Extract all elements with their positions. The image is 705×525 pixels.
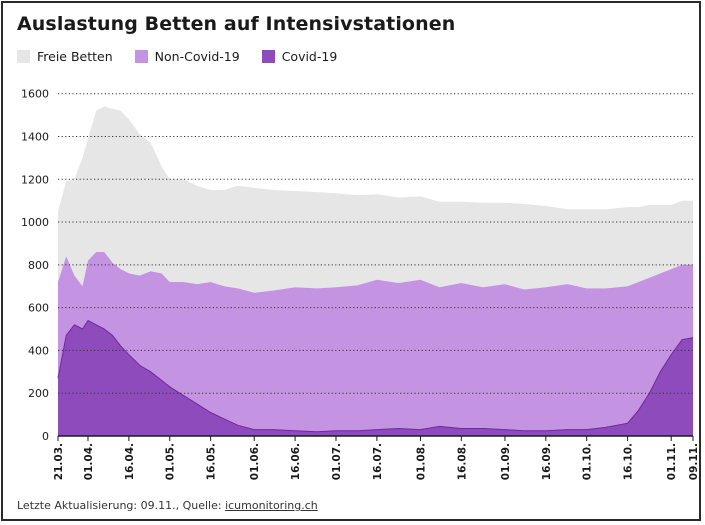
x-tick-label-14: 16.10. (623, 443, 635, 480)
x-tick-label-0: 21.03. (53, 443, 65, 480)
legend-item-non-covid: Non-Covid-19 (134, 49, 240, 64)
y-tick-label-600: 600 (28, 302, 49, 315)
y-tick-label-1400: 1400 (21, 130, 49, 143)
legend-label-non-covid: Non-Covid-19 (154, 49, 240, 64)
y-tick-label-1000: 1000 (21, 216, 49, 229)
x-tick-label-12: 16.09. (541, 443, 553, 480)
area-chart: 0 200 400 600 800 1000 1200 1400 1600 21.03. 01.04… (21, 88, 700, 481)
legend: Freie Betten Non-Covid-19 Covid-19 (17, 49, 359, 64)
x-tick-label-13: 01.10. (582, 443, 594, 480)
legend-swatch-non-covid (134, 50, 148, 63)
area-series-non-covid-19 (58, 252, 693, 432)
y-tick-label-200: 200 (28, 387, 49, 400)
y-tick-label-800: 800 (28, 259, 49, 272)
y-tick-label-0: 0 (42, 430, 49, 443)
area-series-covid-19 (58, 320, 693, 436)
x-tick-label-8: 16.07. (372, 443, 384, 480)
legend-swatch-covid (261, 50, 275, 63)
legend-label-freie-betten: Freie Betten (37, 49, 113, 64)
x-tick-label-9: 01.08. (415, 443, 427, 480)
area-series-freie-betten (58, 106, 693, 293)
legend-label-covid: Covid-19 (281, 49, 338, 64)
source-link[interactable]: icumonitoring.ch (225, 499, 318, 512)
x-tick-label-7: 01.07. (331, 443, 343, 480)
x-tick-label-11: 01.09. (500, 443, 512, 480)
x-tick-label-6: 16.06. (290, 443, 302, 480)
x-tick-label-15: 01.11. (666, 443, 678, 480)
x-tick-label-10: 16.08. (456, 443, 468, 480)
y-tick-label-1600: 1600 (21, 88, 49, 101)
footer: Letzte Aktualisierung: 09.11., Quelle: i… (17, 499, 318, 512)
chart-title: Auslastung Betten auf Intensivstationen (17, 13, 456, 35)
legend-item-freie-betten: Freie Betten (17, 49, 113, 64)
x-tick-label-4: 16.05. (206, 443, 218, 480)
legend-swatch-freie-betten (17, 50, 30, 63)
x-tick-label-1: 01.04. (83, 443, 95, 480)
x-tick-label-16: 09.11. (688, 443, 700, 480)
line-series-covid-19 (57, 319, 694, 433)
legend-item-covid: Covid-19 (261, 49, 338, 64)
y-tick-label-1200: 1200 (21, 173, 49, 186)
x-tick-label-5: 01.06. (249, 443, 261, 480)
x-tick-label-3: 01.05. (165, 443, 177, 480)
x-tick-label-2: 16.04. (124, 443, 136, 480)
y-tick-label-400: 400 (28, 344, 49, 357)
footer-text: Letzte Aktualisierung: 09.11., Quelle: (17, 499, 226, 512)
